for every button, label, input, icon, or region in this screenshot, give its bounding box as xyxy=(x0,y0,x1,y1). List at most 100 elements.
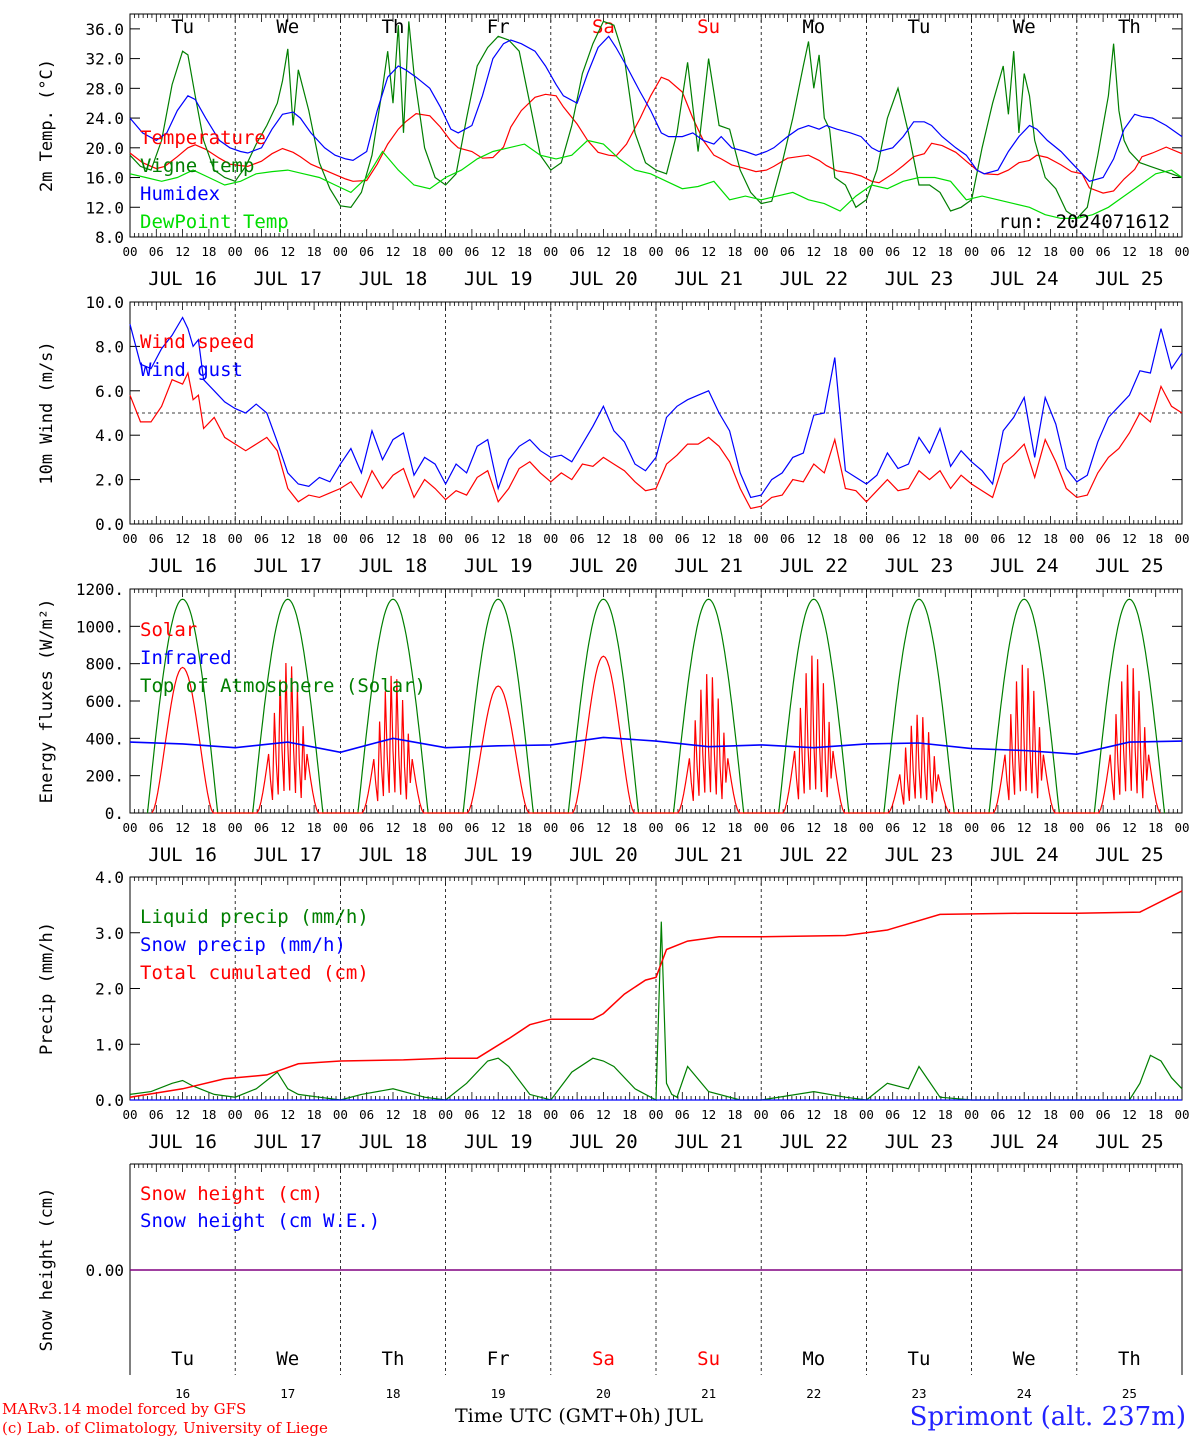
day-number-label: 16 xyxy=(175,1386,190,1401)
weekday-label: Th xyxy=(1118,16,1141,38)
hour-tick-label: 12 xyxy=(1122,531,1137,546)
hour-tick-label: 06 xyxy=(149,820,164,835)
weekday-label: Su xyxy=(697,1348,720,1370)
hour-tick-label: 00 xyxy=(964,244,979,259)
snow-axis-label: Snow height (cm) xyxy=(37,1188,57,1352)
model-credit: MARv3.14 model forced by GFS xyxy=(2,1400,247,1418)
series-line xyxy=(129,736,1183,756)
day-label: JUL 20 xyxy=(569,844,638,866)
hour-tick-label: 00 xyxy=(1174,531,1189,546)
hour-tick-label: 18 xyxy=(201,244,216,259)
hour-tick-label: 00 xyxy=(1069,1107,1084,1122)
hour-tick-label: 12 xyxy=(1017,531,1032,546)
y-tick-label: 0. xyxy=(105,804,124,823)
day-number-label: 25 xyxy=(1122,1386,1137,1401)
hour-tick-label: 18 xyxy=(412,531,427,546)
hour-tick-label: 00 xyxy=(964,820,979,835)
day-label: JUL 19 xyxy=(464,268,533,290)
hour-tick-label: 00 xyxy=(964,1107,979,1122)
day-label: JUL 17 xyxy=(253,1131,322,1153)
hour-tick-label: 00 xyxy=(964,531,979,546)
day-label: JUL 24 xyxy=(990,268,1059,290)
hour-tick-label: 06 xyxy=(885,531,900,546)
y-tick-label: 2.0 xyxy=(95,980,124,999)
legend-entry: Snow height (cm W.E.) xyxy=(140,1210,380,1232)
weekday-label: Th xyxy=(382,1348,405,1370)
y-tick-label: 0.0 xyxy=(95,1091,124,1110)
hour-tick-label: 18 xyxy=(517,531,532,546)
hour-tick-label: 00 xyxy=(122,1107,137,1122)
weekday-label: Tu xyxy=(908,16,931,38)
y-tick-label: 0.00 xyxy=(85,1261,124,1280)
hour-tick-label: 12 xyxy=(1017,1107,1032,1122)
hour-tick-label: 06 xyxy=(464,531,479,546)
hour-tick-label: 00 xyxy=(438,1107,453,1122)
hour-tick-label: 12 xyxy=(806,820,821,835)
panel-frame-1 xyxy=(129,13,1183,238)
hour-tick-label: 18 xyxy=(727,531,742,546)
hour-tick-label: 06 xyxy=(675,820,690,835)
hour-tick-label: 00 xyxy=(1069,820,1084,835)
hour-tick-label: 06 xyxy=(780,1107,795,1122)
hour-tick-label: 06 xyxy=(885,820,900,835)
day-number-label: 21 xyxy=(701,1386,716,1401)
day-number-label: 23 xyxy=(911,1386,926,1401)
day-label: JUL 16 xyxy=(148,555,217,577)
hour-tick-label: 00 xyxy=(122,820,137,835)
day-label: JUL 22 xyxy=(779,555,848,577)
series-line xyxy=(151,655,1161,814)
hour-tick-label: 18 xyxy=(517,1107,532,1122)
hour-tick-label: 00 xyxy=(333,531,348,546)
day-number-label: 20 xyxy=(596,1386,611,1401)
y-tick-label: 4.0 xyxy=(95,868,124,887)
hour-tick-label: 18 xyxy=(938,244,953,259)
weekday-label: Sa xyxy=(592,1348,615,1370)
day-label: JUL 20 xyxy=(569,1131,638,1153)
hour-tick-label: 18 xyxy=(938,531,953,546)
hour-tick-label: 00 xyxy=(754,1107,769,1122)
hour-tick-label: 18 xyxy=(727,244,742,259)
hour-tick-label: 00 xyxy=(333,244,348,259)
day-label: JUL 17 xyxy=(253,844,322,866)
hour-tick-label: 06 xyxy=(780,244,795,259)
legend-entry: Snow precip (mm/h) xyxy=(140,934,346,956)
legend-entry: Liquid precip (mm/h) xyxy=(140,906,369,928)
hour-tick-label: 06 xyxy=(990,244,1005,259)
day-label: JUL 23 xyxy=(885,268,954,290)
hour-tick-label: 18 xyxy=(622,1107,637,1122)
hour-tick-label: 00 xyxy=(1174,244,1189,259)
legend-entry: Solar xyxy=(140,619,197,641)
hour-tick-label: 00 xyxy=(1174,1107,1189,1122)
hour-tick-label: 12 xyxy=(806,1107,821,1122)
hour-tick-label: 06 xyxy=(1096,1107,1111,1122)
hour-tick-label: 18 xyxy=(727,1107,742,1122)
hour-tick-label: 00 xyxy=(859,1107,874,1122)
hour-tick-label: 12 xyxy=(1122,244,1137,259)
weekday-label: Th xyxy=(382,16,405,38)
hour-tick-label: 06 xyxy=(359,531,374,546)
y-tick-label: 20.0 xyxy=(85,139,124,158)
day-label: JUL 24 xyxy=(990,1131,1059,1153)
hour-tick-label: 18 xyxy=(1148,820,1163,835)
hour-tick-label: 00 xyxy=(648,531,663,546)
legend-entry: Wind speed xyxy=(140,331,254,353)
day-label: JUL 24 xyxy=(990,844,1059,866)
hour-tick-label: 12 xyxy=(596,1107,611,1122)
hour-tick-label: 18 xyxy=(1043,244,1058,259)
y-tick-label: 12.0 xyxy=(85,198,124,217)
hour-tick-label: 00 xyxy=(1174,820,1189,835)
hour-tick-label: 06 xyxy=(570,820,585,835)
hour-tick-label: 12 xyxy=(806,531,821,546)
day-label: JUL 21 xyxy=(674,268,743,290)
y-tick-label: 8.0 xyxy=(95,337,124,356)
hour-tick-label: 00 xyxy=(543,820,558,835)
hour-tick-label: 00 xyxy=(228,531,243,546)
day-label: JUL 20 xyxy=(569,268,638,290)
y-tick-label: 1000. xyxy=(76,617,124,636)
y-tick-label: 2.0 xyxy=(95,471,124,490)
legend-entry: Vigne temp xyxy=(140,155,254,177)
hour-tick-label: 00 xyxy=(648,1107,663,1122)
hour-tick-label: 18 xyxy=(412,820,427,835)
day-label: JUL 23 xyxy=(885,844,954,866)
